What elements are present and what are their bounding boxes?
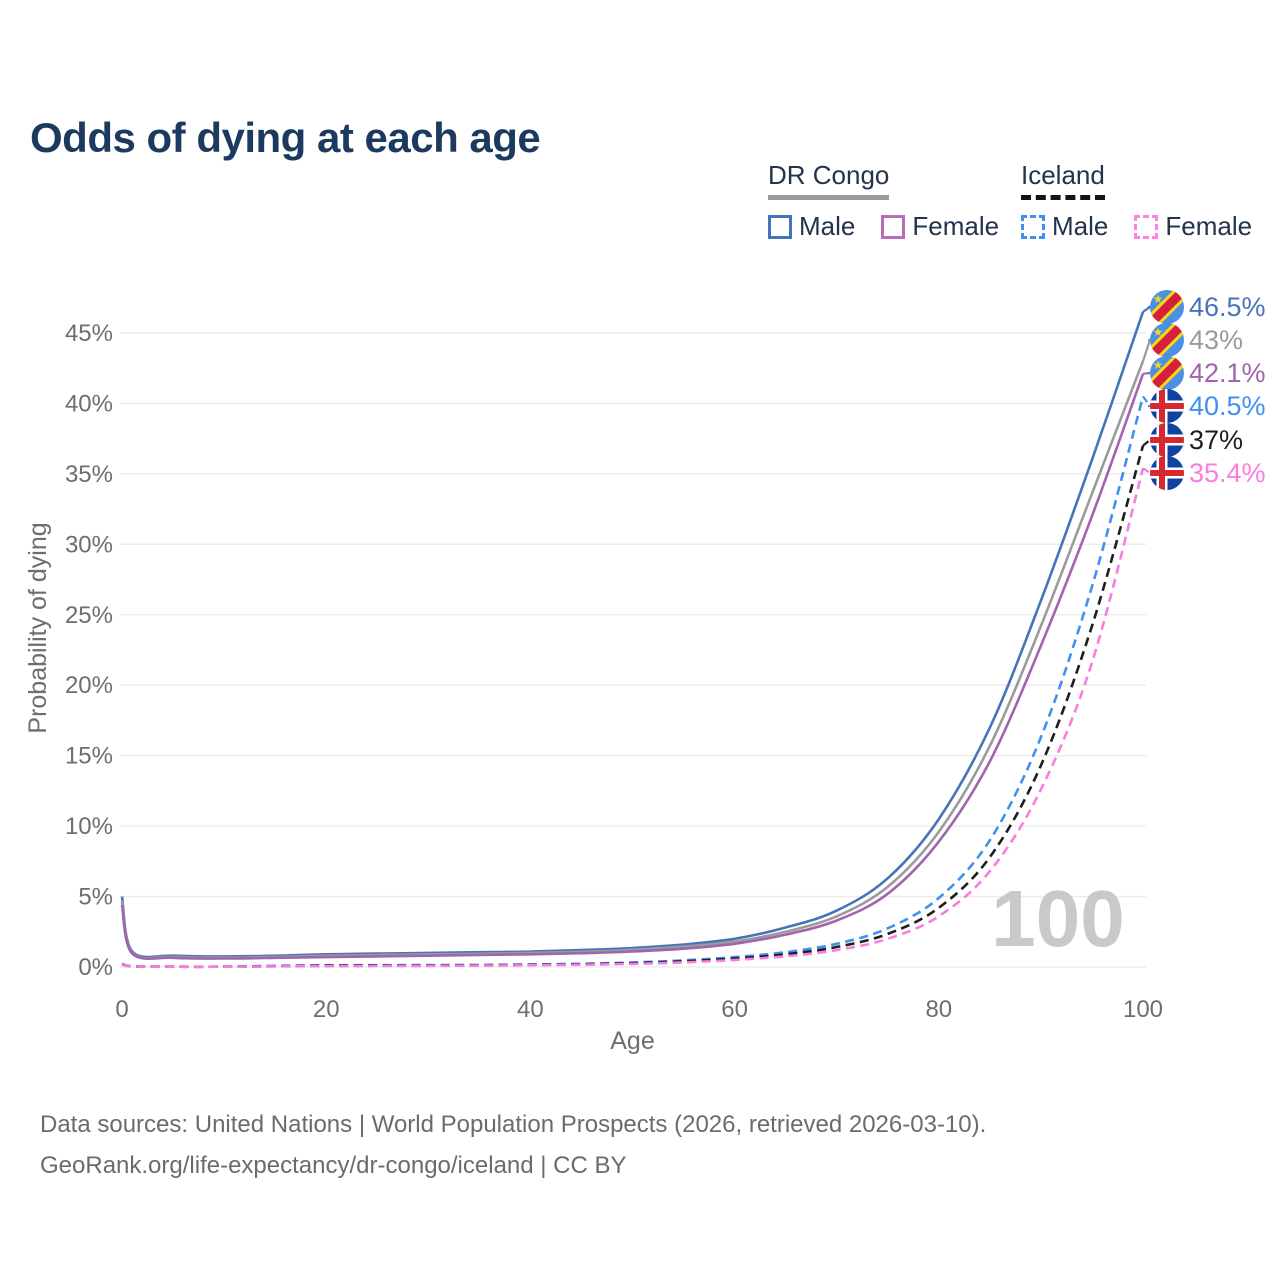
line-swatch-dr-congo-female — [881, 214, 906, 239]
footer: Data sources: United Nations | World Pop… — [40, 1104, 986, 1186]
series-line-dr-congo-female — [120, 373, 1145, 960]
line-swatch-iceland-male — [1021, 214, 1045, 239]
y-tick-label: 0% — [78, 954, 113, 981]
y-tick-label: 15% — [65, 743, 113, 770]
y-tick-label: 30% — [65, 531, 113, 558]
y-axis-title: Probability of dying — [24, 522, 52, 733]
footer-attribution: GeoRank.org/life-expectancy/dr-congo/ice… — [40, 1152, 627, 1179]
legend-item-dr-congo-male[interactable]: Male — [768, 211, 855, 242]
end-value-label-dr-congo-female: 42.1% — [1189, 358, 1266, 388]
flag-icon-iceland — [1150, 456, 1184, 490]
end-value-label-iceland-female: 35.4% — [1189, 458, 1266, 488]
series-line-iceland-both-sexes — [121, 445, 1145, 969]
flag-icon-dr-congo: ★ — [1150, 356, 1184, 390]
end-label-leader — [1141, 338, 1152, 362]
line-swatch-iceland-female — [1134, 214, 1159, 239]
legend-group-iceland: Iceland Male Female — [1021, 160, 1252, 242]
y-tick-label: 25% — [65, 602, 113, 629]
series-line-dr-congo-male — [120, 311, 1145, 959]
x-tick-label: 100 — [1123, 996, 1163, 1023]
end-value-label-iceland-both-sexes: 37% — [1189, 425, 1243, 455]
end-label-leader — [1142, 305, 1154, 313]
x-tick-label: 20 — [313, 996, 340, 1023]
svg-text:★: ★ — [1153, 358, 1164, 372]
svg-text:★: ★ — [1153, 325, 1164, 339]
legend-item-label: Female — [1165, 211, 1253, 241]
y-tick-label: 35% — [65, 461, 113, 488]
x-axis-title: Age — [610, 1027, 654, 1055]
y-tick-label: 10% — [65, 813, 113, 840]
series-line-dr-congo-both-sexes — [120, 360, 1145, 960]
end-value-label-dr-congo-both-sexes: 43% — [1189, 325, 1243, 355]
flag-icon-iceland — [1150, 423, 1184, 457]
legend-country-iceland[interactable]: Iceland — [1021, 160, 1105, 200]
page-title: Odds of dying at each age — [30, 114, 541, 162]
flag-icon-iceland — [1150, 389, 1184, 423]
x-tick-label: 80 — [925, 996, 952, 1023]
legend-item-iceland-female[interactable]: Female — [1134, 211, 1252, 242]
end-value-label-dr-congo-male: 46.5% — [1189, 292, 1266, 322]
legend-item-label: Male — [1052, 211, 1109, 241]
flag-icon-dr-congo: ★ — [1150, 323, 1184, 357]
line-swatch-dr-congo-male — [768, 214, 792, 239]
legend-group-dr-congo: DR Congo Male Female — [768, 160, 999, 242]
footer-data-sources: Data sources: United Nations | World Pop… — [40, 1111, 987, 1138]
y-tick-label: 40% — [65, 390, 113, 417]
svg-text:★: ★ — [1153, 292, 1164, 306]
end-label-leader — [1142, 438, 1154, 447]
x-tick-label: 60 — [721, 996, 748, 1023]
x-tick-label: 40 — [517, 996, 544, 1023]
legend-item-label: Female — [912, 211, 1000, 241]
end-label-leader — [1142, 467, 1154, 475]
y-tick-label: 45% — [65, 320, 113, 347]
y-tick-label: 20% — [65, 672, 113, 699]
legend-country-dr-congo[interactable]: DR Congo — [768, 160, 890, 200]
end-label-leader — [1142, 371, 1151, 375]
legend-item-label: Male — [799, 211, 856, 241]
x-tick-label: 0 — [115, 996, 128, 1023]
y-tick-label: 5% — [78, 884, 113, 911]
end-value-label-iceland-male: 40.5% — [1189, 391, 1266, 421]
flag-icon-dr-congo: ★ — [1150, 290, 1184, 324]
legend-item-iceland-male[interactable]: Male — [1021, 211, 1108, 242]
series-line-iceland-male — [121, 396, 1145, 968]
series-line-iceland-female — [121, 467, 1145, 969]
age-ticker-watermark: 100 — [991, 874, 1124, 963]
end-label-leader — [1142, 395, 1153, 408]
legend-item-dr-congo-female[interactable]: Female — [881, 211, 999, 242]
